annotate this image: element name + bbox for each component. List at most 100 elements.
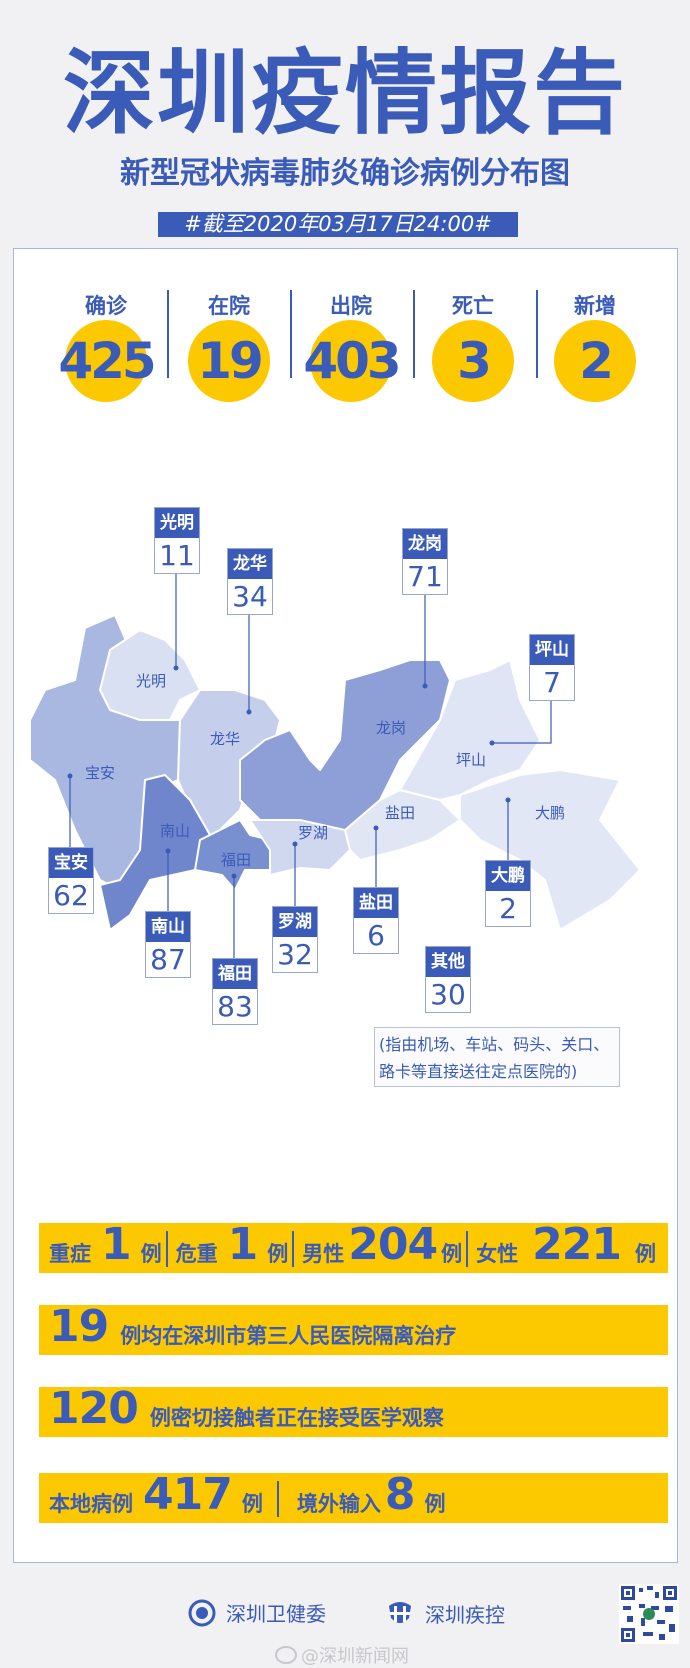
summary-bar-contacts: 120 例密切接触者正在接受医学观察: [39, 1387, 668, 1437]
unit: 例: [441, 1242, 463, 1266]
imported-label: 境外输入: [296, 1492, 381, 1516]
local-value: 417: [143, 1469, 233, 1520]
callout-count: 30: [430, 978, 466, 1011]
divider: [413, 290, 415, 378]
region-dapeng: [459, 769, 641, 931]
stat-label: 在院: [208, 294, 250, 318]
date-banner: #截至2020年03月17日24:00#: [158, 212, 518, 237]
region-yantian: [344, 789, 461, 861]
callout-count: 34: [232, 580, 268, 613]
stat-value: 19: [188, 320, 270, 402]
callout-count: 32: [277, 938, 313, 971]
contacts-count: 120: [49, 1383, 139, 1434]
stat-value: 425: [58, 320, 157, 402]
callout-name: 大鹏: [486, 861, 530, 891]
footer-org-health-commission: 深圳卫健委: [188, 1598, 326, 1627]
summary-bar-origin: 本地病例 417 例 境外输入 8 例: [39, 1473, 668, 1523]
stat-value: 2: [554, 320, 636, 402]
imported-value: 8: [384, 1469, 416, 1520]
region-pingshan: [399, 659, 541, 801]
callout-futian: 福田 83: [212, 958, 258, 1025]
watermark-text: @深圳新闻网: [301, 1646, 409, 1667]
map-label: 宝安: [85, 764, 116, 782]
female-label: 女性: [476, 1242, 519, 1266]
map-label: 福田: [221, 851, 252, 869]
callout-longgang: 龙岗 71: [402, 528, 448, 595]
unit: 例: [241, 1492, 263, 1516]
map-label: 龙岗: [376, 719, 407, 737]
cdc-logo-icon: [389, 1602, 411, 1623]
location-dots: [67, 665, 511, 879]
callout-luohu: 罗湖 32: [272, 906, 318, 973]
callout-count: 87: [150, 943, 186, 976]
map-label: 光明: [136, 672, 167, 690]
callout-name: 龙华: [228, 549, 272, 579]
callout-name: 福田: [213, 959, 257, 989]
callout-pingshan: 坪山 7: [529, 634, 575, 701]
divider: [165, 1231, 168, 1267]
weibo-icon: [275, 1646, 297, 1664]
unit: 例: [634, 1242, 656, 1266]
callout-name: 罗湖: [273, 907, 317, 937]
callout-count: 83: [217, 990, 253, 1023]
callout-longhua: 龙华 34: [227, 548, 273, 615]
map-label: 坪山: [456, 751, 487, 769]
health-commission-logo-icon: [188, 1599, 216, 1626]
callout-count: 6: [367, 919, 385, 952]
severe-label: 重症: [49, 1242, 91, 1266]
divider: [290, 290, 292, 378]
callout-name: 坪山: [530, 635, 574, 665]
stat-deaths: 死亡 3: [412, 290, 534, 402]
region-futian: [194, 819, 271, 891]
page-subtitle: 新型冠状病毒肺炎确诊病例分布图: [120, 156, 570, 191]
note-line: (指由机场、车站、码头、关口、: [379, 1035, 610, 1054]
callout-count: 71: [407, 560, 443, 593]
callout-yantian: 盐田 6: [353, 887, 399, 954]
severe-value: 1: [101, 1219, 132, 1270]
callout-nanshan: 南山 87: [145, 911, 191, 978]
map-label: 盐田: [385, 804, 416, 822]
leader-lines: [69, 574, 552, 958]
qr-code-icon: [619, 1584, 679, 1644]
divider: [536, 290, 538, 378]
region-luohu: [249, 819, 351, 876]
callout-guangming: 光明 11: [154, 507, 200, 574]
local-label: 本地病例: [49, 1492, 133, 1516]
map-label: 龙华: [210, 730, 241, 748]
stat-value: 3: [432, 320, 514, 402]
callout-other: 其他 30: [425, 946, 471, 1013]
stat-new: 新增 2: [534, 290, 656, 402]
unit: 例: [424, 1492, 446, 1516]
map-label: 大鹏: [535, 804, 566, 822]
stat-label: 死亡: [452, 294, 494, 318]
note-line: 路卡等直接送往定点医院的): [379, 1062, 578, 1081]
stat-label: 出院: [330, 294, 372, 318]
stat-label: 新增: [574, 294, 616, 318]
callout-name: 光明: [155, 508, 199, 538]
isolated-text: 例均在深圳市第三人民医院隔离治疗: [120, 1324, 457, 1348]
divider: [276, 1481, 279, 1517]
callout-count: 2: [499, 892, 517, 925]
callout-count: 11: [159, 539, 195, 572]
female-value: 221: [532, 1219, 622, 1270]
callout-name: 其他: [426, 947, 470, 977]
org-name: 深圳卫健委: [226, 1602, 326, 1626]
callout-count: 62: [53, 879, 89, 912]
male-label: 男性: [302, 1242, 345, 1266]
org-name: 深圳疾控: [425, 1602, 505, 1627]
contacts-text: 例密切接触者正在接受医学观察: [149, 1406, 444, 1430]
callout-dapeng: 大鹏 2: [485, 860, 531, 927]
other-note: (指由机场、车站、码头、关口、 路卡等直接送往定点医院的): [374, 1027, 620, 1087]
isolated-count: 19: [49, 1301, 109, 1352]
map-label: 罗湖: [298, 824, 329, 842]
stat-label: 确诊: [85, 294, 127, 318]
callout-name: 盐田: [354, 888, 398, 918]
stat-hospitalized: 在院 19: [168, 290, 290, 402]
stat-value: 403: [303, 320, 402, 402]
summary-bar-severity-gender: 重症 1 例 危重 1 例 男性 204 例 女性 221 例: [39, 1223, 668, 1273]
callout-name: 龙岗: [403, 529, 447, 559]
divider: [466, 1231, 469, 1267]
weibo-watermark: @深圳新闻网: [275, 1642, 409, 1668]
footer-org-cdc: 深圳疾控: [385, 1598, 505, 1628]
